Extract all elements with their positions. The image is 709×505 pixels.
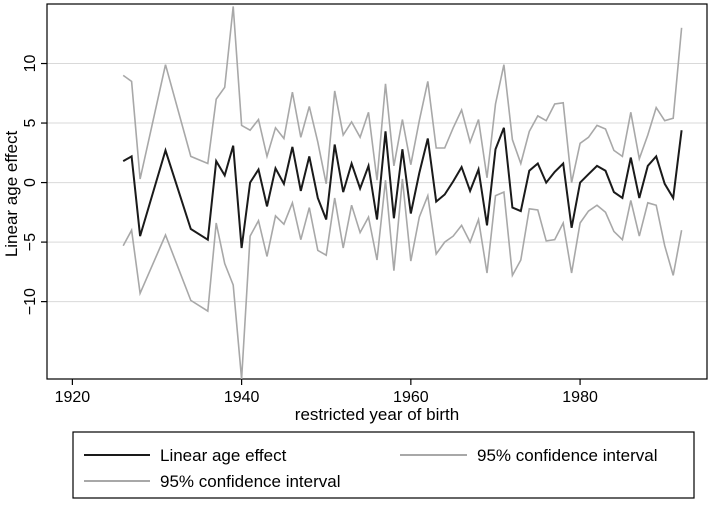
y-axis-title: Linear age effect <box>2 131 21 258</box>
series-line-confidence-lower <box>122 178 683 380</box>
plot-area-frame <box>46 3 708 380</box>
y-tick-label: 5 <box>22 119 39 128</box>
x-tick-label: 1980 <box>562 389 598 406</box>
x-tick-label: 1920 <box>55 389 91 406</box>
x-axis-title: restricted year of birth <box>295 405 459 424</box>
x-tick-label: 1960 <box>393 389 429 406</box>
y-axis: 10 5 0 −5 −10 <box>22 55 47 315</box>
x-tick-label: 1940 <box>224 389 260 406</box>
legend-label-confidence-upper: 95% confidence interval <box>477 446 658 465</box>
legend: Linear age effect 95% confidence interva… <box>72 431 695 499</box>
y-tick-label: 0 <box>22 178 39 187</box>
y-tick-label: −10 <box>22 288 39 315</box>
y-tick-label: 10 <box>22 55 39 73</box>
legend-label-confidence-lower: 95% confidence interval <box>160 472 341 491</box>
y-tick-label: −5 <box>22 233 39 251</box>
series-line-linear-age-effect <box>122 127 683 249</box>
x-axis: 1920 1940 1960 1980 <box>55 379 598 406</box>
series-lines <box>122 6 683 380</box>
series-line-confidence-upper <box>122 6 683 184</box>
legend-box <box>72 431 695 499</box>
legend-label-linear-age-effect: Linear age effect <box>160 446 287 465</box>
